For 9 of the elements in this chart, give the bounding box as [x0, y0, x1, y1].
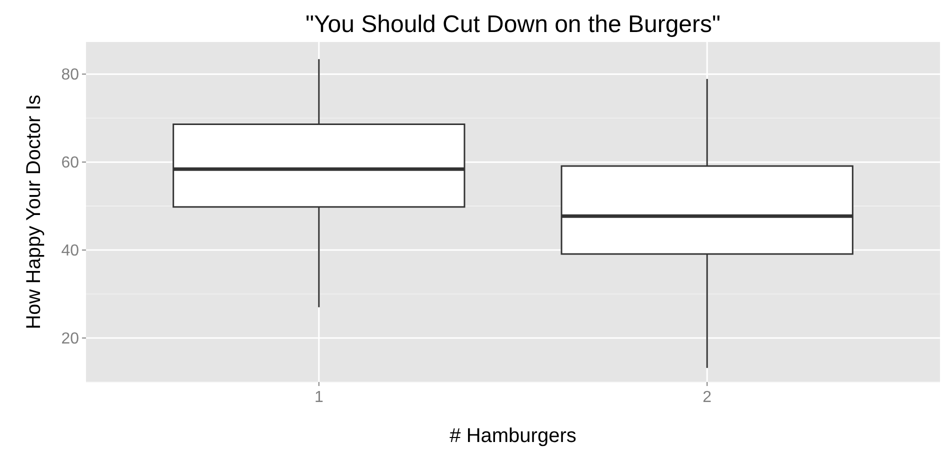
- y-tick-label: 80: [61, 66, 80, 84]
- y-tick-label: 40: [61, 242, 80, 260]
- y-axis-title: How Happy Your Doctor Is: [23, 94, 45, 330]
- x-axis-title: # Hamburgers: [450, 425, 576, 447]
- x-tick-label: 1: [314, 389, 324, 406]
- chart-title: "You Should Cut Down on the Burgers": [305, 11, 721, 38]
- x-tick-label: 2: [702, 389, 712, 406]
- y-tick-label: 20: [61, 330, 80, 348]
- y-tick-label: 60: [61, 154, 80, 172]
